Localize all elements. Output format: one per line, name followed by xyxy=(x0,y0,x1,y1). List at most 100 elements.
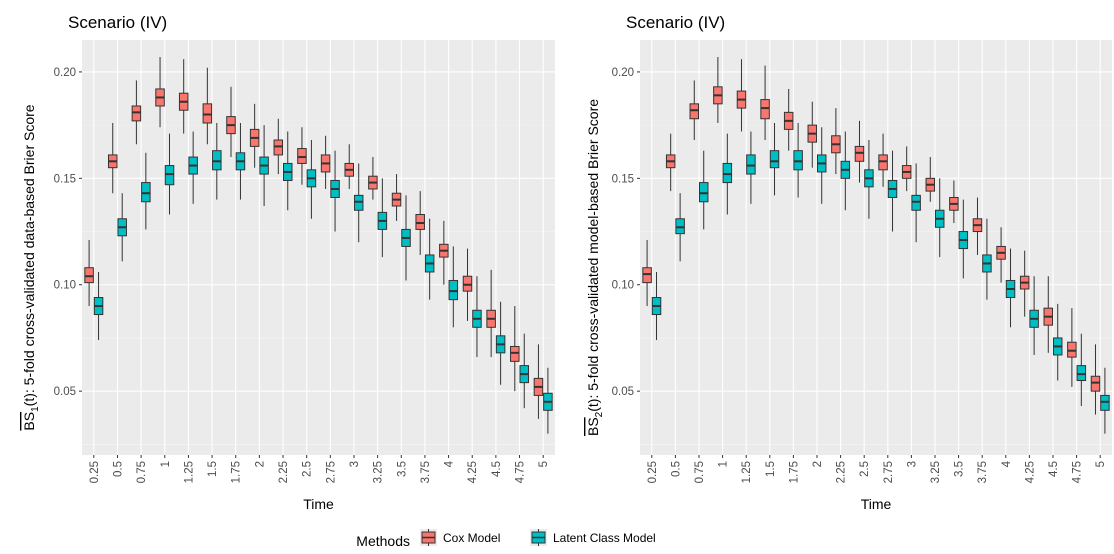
legend-key xyxy=(530,529,547,546)
box-body xyxy=(1076,365,1087,382)
box-body xyxy=(415,214,425,230)
box xyxy=(273,118,284,175)
x-tick-label: 2.25 xyxy=(836,461,848,483)
x-tick-label: 1.75 xyxy=(231,461,243,483)
box-body xyxy=(793,150,803,171)
y-tick-label: 0.10 xyxy=(54,280,76,292)
box xyxy=(495,301,506,385)
box-body xyxy=(353,194,364,211)
box xyxy=(665,133,676,192)
box xyxy=(949,180,959,224)
x-tick-label: 3 xyxy=(906,461,918,467)
x-tick-label: 3.75 xyxy=(420,461,432,483)
x-tick-label: 4 xyxy=(444,460,456,467)
box xyxy=(713,57,723,123)
box-body xyxy=(131,105,142,122)
box-body xyxy=(510,345,520,362)
plot-background xyxy=(640,40,1112,455)
box xyxy=(141,152,151,230)
box xyxy=(297,127,307,185)
x-tick-label: 4.25 xyxy=(1024,461,1036,483)
x-tick-label: 0.5 xyxy=(112,461,124,477)
x-tick-label: 5 xyxy=(538,461,550,467)
x-tick-label: 0.75 xyxy=(136,461,148,483)
box xyxy=(1005,248,1016,328)
box xyxy=(1029,276,1039,355)
box xyxy=(282,131,293,211)
x-axis-title: Time xyxy=(303,496,334,512)
x-tick-label: 0.5 xyxy=(670,461,682,477)
box-body xyxy=(878,154,888,171)
box xyxy=(982,218,992,300)
y-tick-label: 0.15 xyxy=(612,173,634,185)
series-cox-model xyxy=(642,57,1101,415)
x-tick-label: 4 xyxy=(1001,460,1013,467)
series-latent-class-model xyxy=(93,123,553,434)
box xyxy=(1090,344,1101,415)
y-tick-label: 0.05 xyxy=(612,386,634,398)
chart-title: Scenario (IV) xyxy=(626,13,725,32)
x-tick-label: 3.5 xyxy=(396,461,408,477)
x-tick-label: 2.5 xyxy=(859,461,871,477)
y-tick-label: 0.20 xyxy=(612,67,634,79)
left-panel: 0.05 0.10 0.15 0.20 0.25 0.5 0.75 1 1.25 1.5 1.75 2… xyxy=(21,13,555,512)
y-tick-label: 0.10 xyxy=(612,280,634,292)
legend-label: Cox Model xyxy=(443,531,500,545)
box xyxy=(178,59,189,134)
y-tick-label: 0.05 xyxy=(54,386,76,398)
box xyxy=(1052,303,1063,381)
legend-label: Latent Class Model xyxy=(553,531,656,545)
box xyxy=(816,127,827,204)
box-body xyxy=(273,139,284,156)
chart-title: Scenario (IV) xyxy=(68,13,167,32)
box-body xyxy=(448,279,459,301)
box-body xyxy=(854,145,865,162)
box xyxy=(840,131,851,211)
box xyxy=(401,195,411,281)
box xyxy=(760,65,770,141)
legend-title: Methods xyxy=(356,533,410,549)
box xyxy=(722,133,733,215)
box xyxy=(391,174,402,221)
box xyxy=(878,133,888,187)
box-body xyxy=(164,165,175,186)
box-body xyxy=(141,182,151,203)
box-body xyxy=(746,154,756,175)
box xyxy=(1076,333,1087,407)
legend-key xyxy=(420,529,437,546)
box xyxy=(226,86,236,158)
box xyxy=(1067,308,1077,387)
x-tick-label: 2.5 xyxy=(302,461,314,477)
box xyxy=(93,271,104,341)
box xyxy=(854,120,865,183)
box xyxy=(887,150,898,232)
box xyxy=(353,163,364,243)
x-tick-label: 4.25 xyxy=(467,461,479,483)
box xyxy=(235,123,246,200)
x-tick-label: 4.75 xyxy=(515,461,527,483)
box xyxy=(746,131,756,204)
legend: Methods Cox Model Latent Class Model xyxy=(356,529,656,549)
box xyxy=(84,240,94,307)
box xyxy=(202,67,213,145)
box-body xyxy=(84,267,94,284)
box xyxy=(769,123,780,196)
box xyxy=(259,125,269,206)
x-tick-label: 2.25 xyxy=(278,461,290,483)
x-tick-label: 3 xyxy=(349,461,361,467)
x-tick-label: 3.25 xyxy=(930,461,942,483)
box xyxy=(689,80,700,141)
box xyxy=(675,193,685,262)
box xyxy=(1043,276,1054,353)
box xyxy=(306,140,317,219)
box xyxy=(543,367,553,434)
box xyxy=(642,240,652,307)
box-body xyxy=(462,275,473,292)
box xyxy=(249,103,260,168)
box xyxy=(377,178,388,258)
box xyxy=(1019,250,1030,317)
box xyxy=(188,131,198,204)
box-body xyxy=(1067,341,1077,358)
box xyxy=(925,157,936,202)
box xyxy=(807,101,818,168)
